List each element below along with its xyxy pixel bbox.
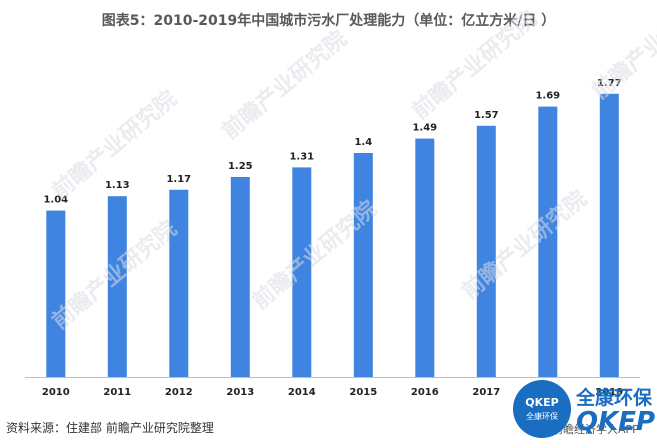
value-label-2013: 1.25 <box>228 161 253 172</box>
watermark-app-text: 前瞻经济学人APP <box>552 423 639 436</box>
logo-english-name: QKEP <box>576 407 656 437</box>
value-label-2015: 1.4 <box>354 137 372 148</box>
logo-chinese-name: 全康环保 <box>576 387 653 409</box>
value-label-2012: 1.17 <box>166 174 191 185</box>
source-note: 资料来源：住建部 前瞻产业研究院整理 <box>6 421 214 435</box>
chart-title: 图表5：2010-2019年中国城市污水厂处理能力（单位：亿立方米/日 ） <box>101 13 556 29</box>
logo-badge-text-2: 全康环保 <box>526 412 558 421</box>
bar-2010 <box>46 210 66 377</box>
bar-2016 <box>415 138 435 377</box>
bar-2013 <box>230 177 250 377</box>
x-tick-label-2011: 2011 <box>103 387 131 398</box>
x-tick-label-2016: 2016 <box>411 387 439 398</box>
value-label-2014: 1.31 <box>289 151 314 162</box>
x-tick-label-2013: 2013 <box>226 387 254 398</box>
value-label-2018: 1.69 <box>535 91 560 102</box>
qkep-logo: QKEP 全康环保 全康环保 QKEP <box>513 380 657 444</box>
value-label-2017: 1.57 <box>474 110 499 121</box>
value-label-2016: 1.49 <box>412 123 437 134</box>
x-tick-label-2017: 2017 <box>472 387 500 398</box>
logo-badge-text-1: QKEP <box>525 396 559 409</box>
x-tick-label-2015: 2015 <box>349 387 377 398</box>
x-tick-label-2010: 2010 <box>42 387 70 398</box>
bar-2014 <box>292 167 312 377</box>
value-label-2011: 1.13 <box>105 180 130 191</box>
x-tick-label-2012: 2012 <box>165 387 193 398</box>
x-tick-label-2019: 2019 <box>595 387 623 398</box>
bar-2018 <box>538 106 558 377</box>
bar-2017 <box>476 125 496 377</box>
value-label-2019: 1.77 <box>597 78 622 89</box>
x-tick-label-2014: 2014 <box>288 387 316 398</box>
bar-2012 <box>169 189 189 377</box>
value-label-2010: 1.04 <box>43 195 68 206</box>
qkep-logo-badge: QKEP 全康环保 <box>513 380 571 438</box>
bar-2011 <box>107 196 127 377</box>
bar-2019 <box>599 93 619 378</box>
bar-2015 <box>353 153 373 377</box>
